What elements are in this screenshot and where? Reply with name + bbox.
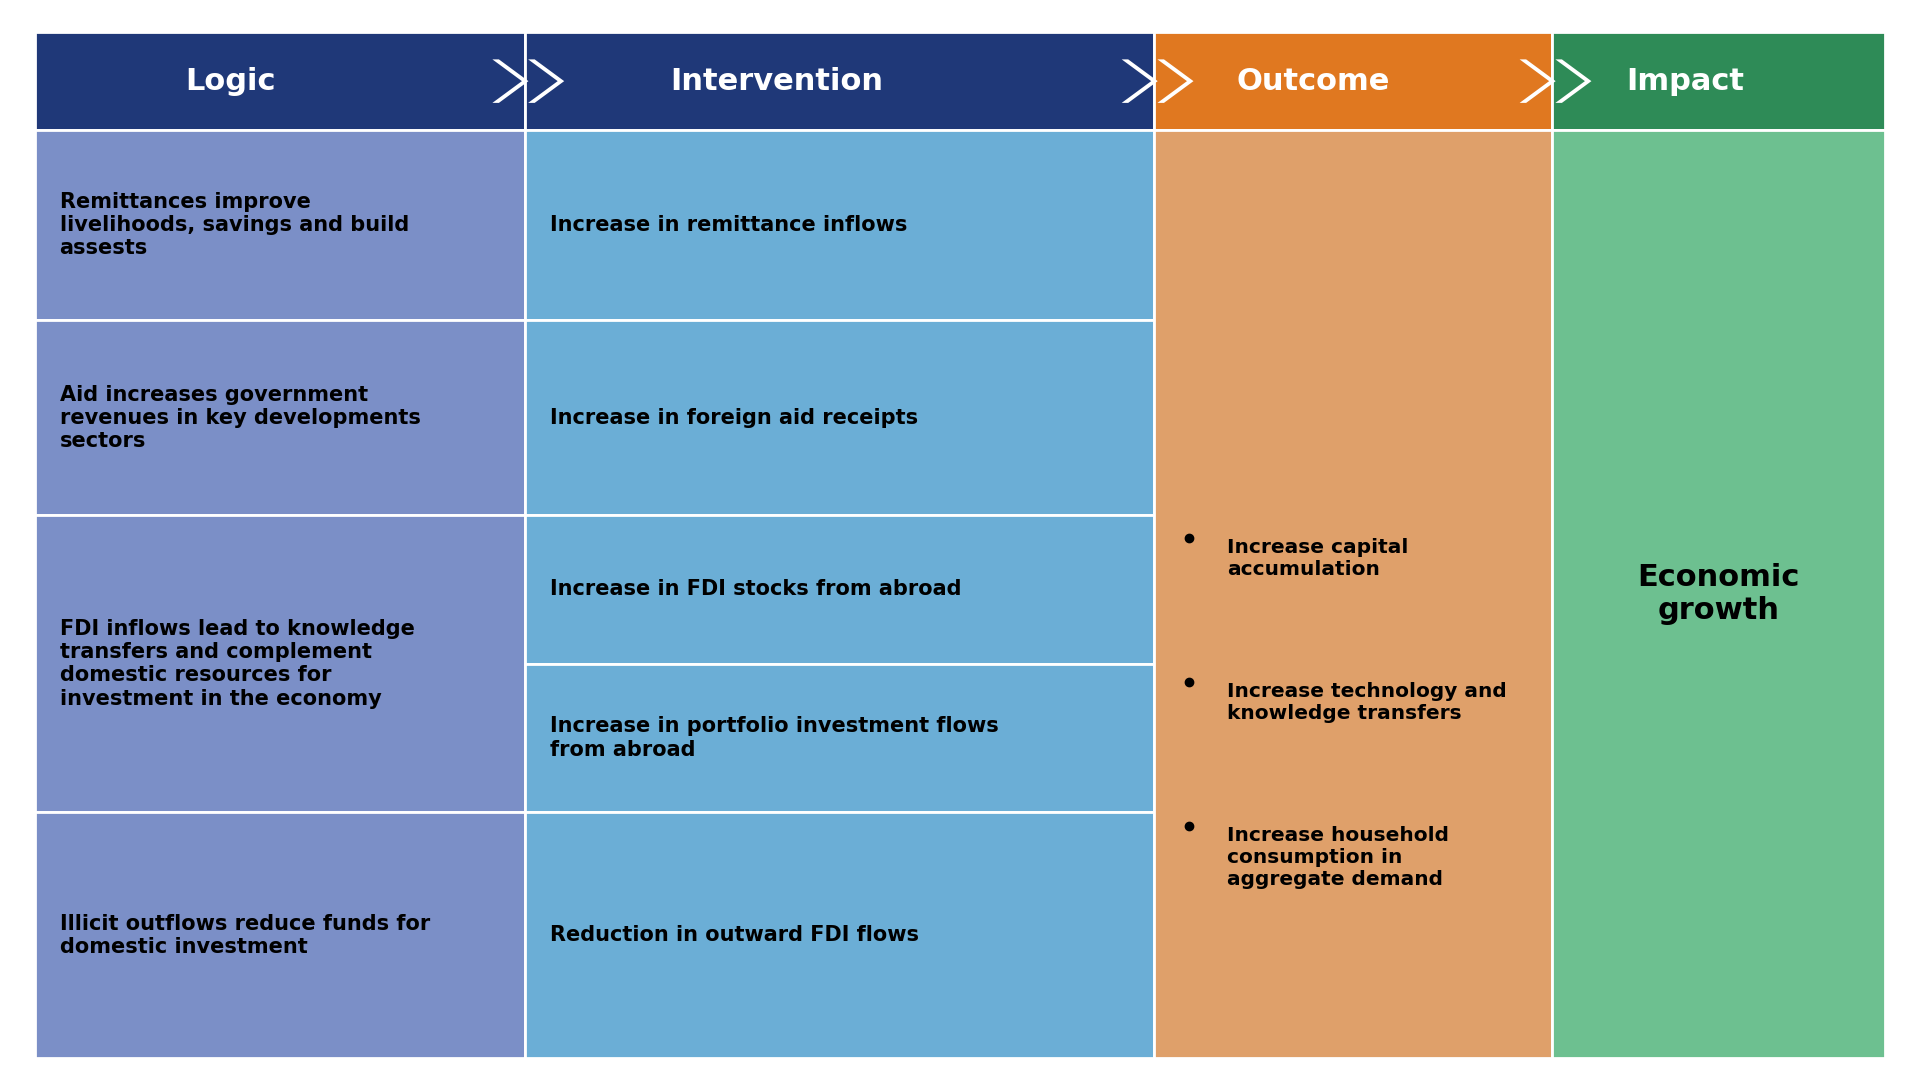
Bar [1154, 32, 1551, 130]
Bar [35, 812, 524, 1058]
Text: Increase in remittance inflows: Increase in remittance inflows [549, 215, 908, 235]
Text: Outcome: Outcome [1236, 67, 1390, 96]
Bar [1154, 130, 1551, 1058]
Bar [524, 812, 1154, 1058]
Bar [35, 130, 524, 320]
Polygon shape [1158, 59, 1194, 103]
Bar [35, 32, 524, 130]
Polygon shape [1121, 59, 1158, 103]
Text: Impact: Impact [1626, 67, 1745, 96]
Text: Remittances improve
livelihoods, savings and build
assests: Remittances improve livelihoods, savings… [60, 192, 409, 258]
Text: Increase in FDI stocks from abroad: Increase in FDI stocks from abroad [549, 580, 962, 599]
Polygon shape [1519, 59, 1555, 103]
Text: FDI inflows lead to knowledge
transfers and complement
domestic resources for
in: FDI inflows lead to knowledge transfers … [60, 619, 415, 708]
Text: Increase technology and
knowledge transfers: Increase technology and knowledge transf… [1227, 683, 1507, 724]
Polygon shape [1555, 59, 1592, 103]
Text: Increase in foreign aid receipts: Increase in foreign aid receipts [549, 408, 918, 428]
Text: Aid increases government
revenues in key developments
sectors: Aid increases government revenues in key… [60, 384, 420, 451]
Text: Intervention: Intervention [670, 67, 883, 96]
Text: Reduction in outward FDI flows: Reduction in outward FDI flows [549, 926, 920, 945]
Text: Increase in portfolio investment flows
from abroad: Increase in portfolio investment flows f… [549, 716, 998, 759]
Text: Illicit outflows reduce funds for
domestic investment: Illicit outflows reduce funds for domest… [60, 914, 430, 957]
Bar [1551, 32, 1885, 130]
Bar [524, 515, 1154, 664]
Bar [524, 664, 1154, 812]
Polygon shape [492, 59, 528, 103]
Bar [1551, 130, 1885, 1058]
Text: Economic
growth: Economic growth [1638, 563, 1801, 625]
Bar [524, 130, 1154, 320]
Bar [35, 320, 524, 515]
Bar [524, 32, 1154, 130]
Text: Increase capital
accumulation: Increase capital accumulation [1227, 539, 1409, 580]
Bar [524, 320, 1154, 515]
Bar [35, 515, 524, 812]
Text: Increase household
consumption in
aggregate demand: Increase household consumption in aggreg… [1227, 826, 1450, 889]
Text: Logic: Logic [186, 67, 276, 96]
Polygon shape [528, 59, 564, 103]
